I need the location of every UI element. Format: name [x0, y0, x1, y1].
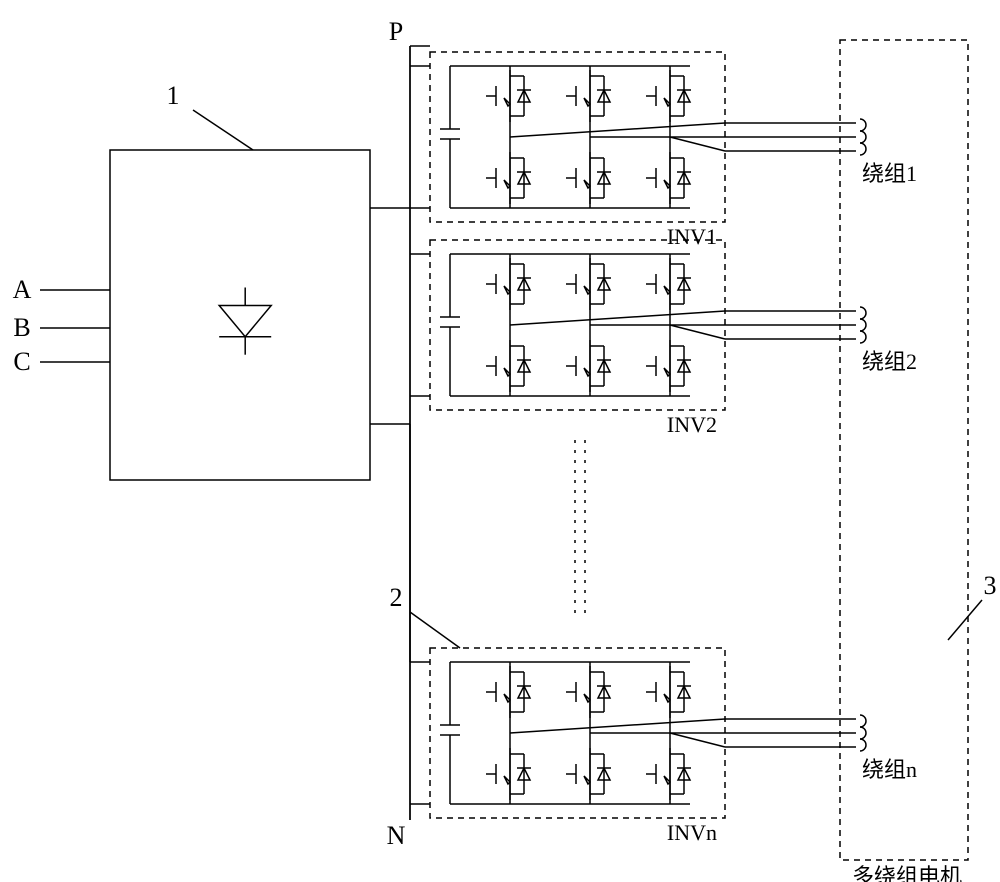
switch-device: [486, 258, 531, 310]
switch-device: [566, 340, 611, 392]
winding-label: 绕组2: [862, 349, 917, 374]
switch-device: [646, 258, 691, 310]
switch-device: [646, 748, 691, 800]
inverter-INVn: INVn 绕组n: [410, 648, 917, 845]
switch-device: [566, 666, 611, 718]
winding-label: 绕组1: [862, 161, 917, 186]
inverter-INV1: INV1 绕组1: [410, 52, 917, 249]
input-label-A: A: [13, 275, 32, 304]
callout-1: 1: [167, 81, 180, 110]
switch-device: [486, 70, 531, 122]
motor-label: 多绕组电机: [852, 864, 962, 882]
winding-coil: [860, 119, 866, 155]
switch-device: [486, 666, 531, 718]
switch-device: [646, 152, 691, 204]
callout-3: 3: [984, 571, 997, 600]
inverter-label: INV2: [667, 412, 717, 437]
winding-label: 绕组n: [862, 757, 917, 782]
switch-device: [566, 748, 611, 800]
switch-device: [486, 748, 531, 800]
switch-device: [486, 152, 531, 204]
switch-device: [566, 258, 611, 310]
switch-device: [646, 666, 691, 718]
inverter-label: INVn: [667, 820, 717, 845]
rectifier-block: 1 ABC: [13, 81, 370, 480]
input-label-B: B: [13, 313, 30, 342]
switch-device: [646, 340, 691, 392]
callout-2: 2: [390, 583, 403, 612]
switch-device: [646, 70, 691, 122]
bus-n-label: N: [387, 821, 406, 850]
switch-device: [486, 340, 531, 392]
inverter-label: INV1: [667, 224, 717, 249]
switch-device: [566, 70, 611, 122]
bus-p-label: P: [389, 17, 403, 46]
winding-coil: [860, 715, 866, 751]
switch-device: [566, 152, 611, 204]
input-label-C: C: [13, 347, 30, 376]
inverter-INV2: INV2 绕组2: [410, 240, 917, 437]
winding-coil: [860, 307, 866, 343]
